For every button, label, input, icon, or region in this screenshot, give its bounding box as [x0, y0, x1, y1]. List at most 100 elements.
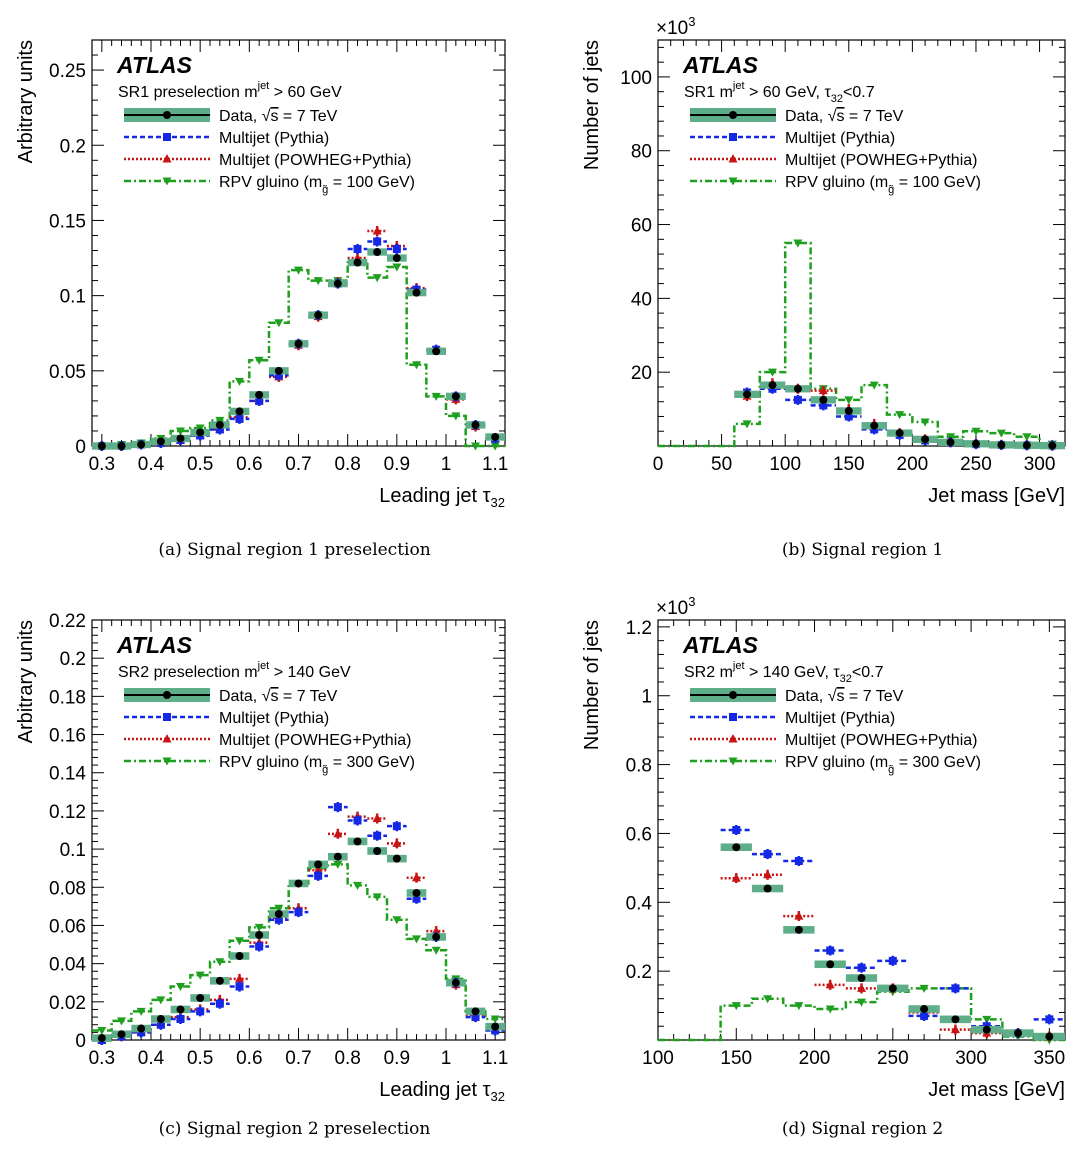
powheg-marker: [412, 872, 421, 882]
x-tick-label: 250: [877, 1048, 909, 1069]
data-point: [373, 248, 382, 257]
gluino-marker: [946, 433, 956, 442]
data-point: [971, 439, 980, 448]
y-tick-label: 0: [75, 437, 86, 458]
legend-entry-powheg: Multijet (POWHEG+Pythia): [785, 732, 977, 749]
y-tick-label: 0.14: [49, 764, 86, 785]
gluino-marker: [895, 411, 905, 420]
gluino-marker: [353, 881, 362, 890]
pythia-marker: [392, 245, 401, 254]
legend-entry-pythia: Multijet (Pythia): [785, 710, 895, 727]
atlas-label: ATLAS: [682, 632, 759, 658]
data-point: [255, 931, 264, 939]
y-tick-label: 0.25: [49, 61, 86, 82]
gluino-marker: [794, 1002, 804, 1011]
data-point: [274, 366, 283, 375]
pythia-marker: [373, 831, 382, 840]
x-tick-label: 0.4: [138, 454, 165, 475]
gluino-marker: [742, 420, 752, 429]
gluino-marker: [162, 177, 172, 186]
data-point: [1022, 441, 1031, 450]
pythia-marker: [794, 856, 803, 865]
pythia-marker: [857, 963, 866, 972]
x-tick-label: 0.8: [334, 1048, 360, 1069]
pythia-marker: [255, 942, 264, 951]
data-point: [117, 1030, 126, 1039]
data-point: [763, 884, 772, 893]
gluino-marker: [195, 424, 205, 433]
x-axis-label: Jet mass [GeV]: [928, 485, 1065, 507]
gluino-marker: [392, 263, 402, 272]
pythia-marker: [196, 1007, 205, 1016]
x-tick-label: 0: [653, 454, 664, 475]
gluino-marker: [235, 937, 244, 946]
gluino-marker: [919, 984, 929, 993]
gluino-marker: [731, 1002, 741, 1011]
data-point: [196, 994, 205, 1002]
gluino-marker: [471, 442, 480, 451]
gluino-marker: [117, 1017, 126, 1026]
data-point: [137, 1024, 146, 1033]
powheg-marker: [857, 983, 866, 992]
chart-d: 100 150 200 250 300 350 0.2 0.4 0.6 0.8 1 1.2 Jet ma…: [581, 594, 1066, 1101]
pythia-marker: [844, 412, 853, 421]
data-point: [732, 843, 741, 852]
data-point: [1014, 1029, 1023, 1038]
powheg-marker: [392, 838, 402, 847]
panel-c: 0.3 0.4 0.5 0.6 0.7 0.8 0.9 1 1.1 0 0.02 0.04 0.06 0.…: [0, 579, 535, 1158]
legend-marker-data: [729, 111, 737, 119]
legend-entry-gluino: RPV gluino (mg̃ = 300 GeV): [785, 754, 981, 776]
data-point: [951, 1015, 960, 1024]
x-tick-label: 200: [897, 454, 929, 475]
pythia-marker: [826, 946, 835, 955]
gluino-marker: [825, 1005, 835, 1014]
plot-group: 0.3 0.4 0.5 0.6 0.7 0.8 0.9 1 1.1 0 0.05 0.1 0.15 0.2…: [15, 39, 508, 510]
data-point: [117, 442, 126, 450]
chart-c: 0.3 0.4 0.5 0.6 0.7 0.8 0.9 1 1.1 0 0.02 0.04 0.06 0.…: [15, 611, 508, 1104]
selection-label: SR2 mjet > 140 GeV, τ32<0.7: [684, 660, 884, 685]
x-tick-label: 1: [441, 1048, 452, 1069]
data-point: [826, 960, 835, 969]
gluino-step-line: [92, 863, 505, 1032]
chart-b: 0 50 100 150 200 250 300 20 40 60 80 100 Jet mass [G…: [581, 14, 1066, 507]
plot-group: 0 50 100 150 200 250 300 20 40 60 80 100 Jet mass [G…: [581, 14, 1066, 507]
y-tick-label: 0.04: [49, 955, 86, 976]
gluino-marker: [392, 916, 402, 925]
gluino-marker: [793, 239, 803, 248]
x-tick-label: 100: [642, 1048, 674, 1069]
data-point: [235, 407, 244, 416]
gluino-step-line: [658, 987, 1065, 1042]
data-point: [794, 925, 803, 934]
pythia-marker: [888, 956, 897, 965]
gluino-marker: [767, 368, 777, 377]
x-tick-label: 0.9: [384, 454, 410, 475]
gluino-marker: [869, 381, 879, 390]
pythia-marker: [235, 414, 244, 423]
legend-marker-data: [163, 111, 171, 119]
pythia-marker: [763, 850, 772, 859]
gluino-marker: [333, 860, 343, 869]
x-tick-label: 1.1: [482, 454, 508, 475]
data-point: [196, 428, 205, 437]
y-tick-label: 0.08: [49, 878, 86, 899]
data-point: [793, 384, 802, 393]
gluino-marker: [176, 983, 185, 992]
series-powheg: [720, 869, 1065, 1042]
y-tick-label: 0.1: [60, 840, 86, 861]
series-pythia: [720, 824, 1065, 1039]
powheg-marker: [431, 926, 441, 935]
x-axis-label: Leading jet τ32: [379, 485, 505, 510]
gluino-marker: [996, 429, 1006, 438]
series-data: [92, 837, 505, 1043]
y-tick-label: 0.02: [49, 993, 86, 1014]
legend-entry-powheg: Multijet (POWHEG+Pythia): [785, 152, 977, 169]
data-point: [432, 932, 441, 941]
data-point: [491, 432, 500, 441]
data-point: [353, 837, 362, 846]
data-point: [176, 434, 185, 443]
selection-label: SR1 preselection mjet > 60 GeV: [118, 80, 342, 101]
pythia-marker: [274, 915, 283, 924]
powheg-marker: [372, 813, 382, 823]
gluino-marker: [136, 1007, 146, 1016]
panel-d: 100 150 200 250 300 350 0.2 0.4 0.6 0.8 1 1.2 Jet ma…: [535, 579, 1070, 1158]
